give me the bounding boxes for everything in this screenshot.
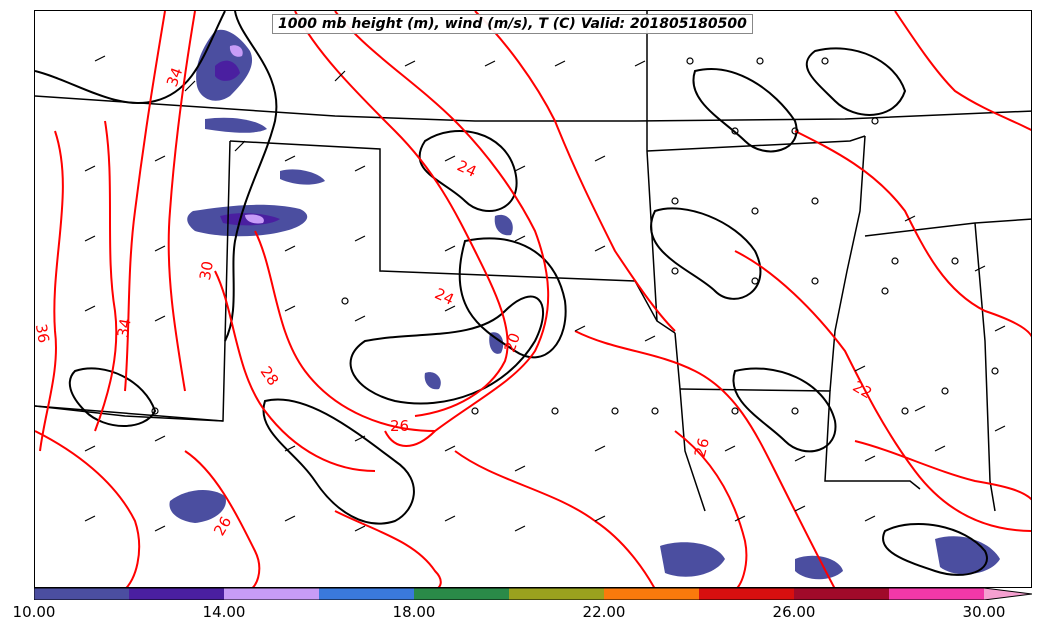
contour-label: 24 [432, 284, 457, 308]
colorbar-segment [319, 588, 415, 600]
shaded-field-light [229, 45, 264, 224]
colorbar-segment [414, 588, 510, 600]
temperature-labels: 34 30 36 34 28 26 24 24 20 22 26 26 [35, 65, 875, 539]
colorbar-tick-label: 14.00 [202, 603, 246, 621]
contour-label: 34 [163, 65, 186, 89]
temperature-contours [35, 11, 1031, 587]
contour-label: 30 [196, 260, 217, 282]
colorbar-segment [699, 588, 795, 600]
colorbar-tick-label: 18.00 [392, 603, 436, 621]
contour-label: 22 [850, 377, 876, 402]
contour-label: 24 [454, 157, 479, 181]
colorbar-segment [224, 588, 320, 600]
colorbar-segment [129, 588, 225, 600]
colorbar-segment [889, 588, 985, 600]
colorbar-tick-label: 30.00 [962, 603, 1006, 621]
colorbar-tick-label: 22.00 [582, 603, 626, 621]
colorbar-segment [794, 588, 890, 600]
colorbar-tick-label: 26.00 [772, 603, 816, 621]
colorbar-extend-arrow [984, 588, 1032, 600]
contour-label: 20 [501, 331, 524, 355]
colorbar-segment [604, 588, 700, 600]
colorbar [34, 588, 1032, 600]
colorbar-outline [34, 588, 1032, 600]
contour-label: 28 [257, 363, 283, 389]
height-contours [35, 11, 988, 576]
shaded-field [169, 29, 1000, 580]
contour-label: 36 [35, 322, 53, 344]
contour-label: 26 [390, 417, 409, 435]
wind-barbs [84, 55, 1006, 532]
map-panel: 34 30 36 34 28 26 24 24 20 22 26 26 [34, 10, 1032, 588]
state-boundaries [35, 11, 1031, 512]
colorbar-segment [509, 588, 605, 600]
weather-map: 34 30 36 34 28 26 24 24 20 22 26 26 [35, 11, 1031, 587]
map-title: 1000 mb height (m), wind (m/s), T (C) Va… [272, 14, 753, 34]
colorbar-segment [34, 588, 130, 600]
colorbar-labels: 10.00 14.00 18.00 22.00 26.00 30.00 [0, 603, 1041, 625]
calm-wind-circles [151, 57, 999, 415]
contour-label: 34 [114, 317, 135, 339]
colorbar-tick-label: 10.00 [12, 603, 56, 621]
contour-label: 26 [691, 436, 713, 459]
